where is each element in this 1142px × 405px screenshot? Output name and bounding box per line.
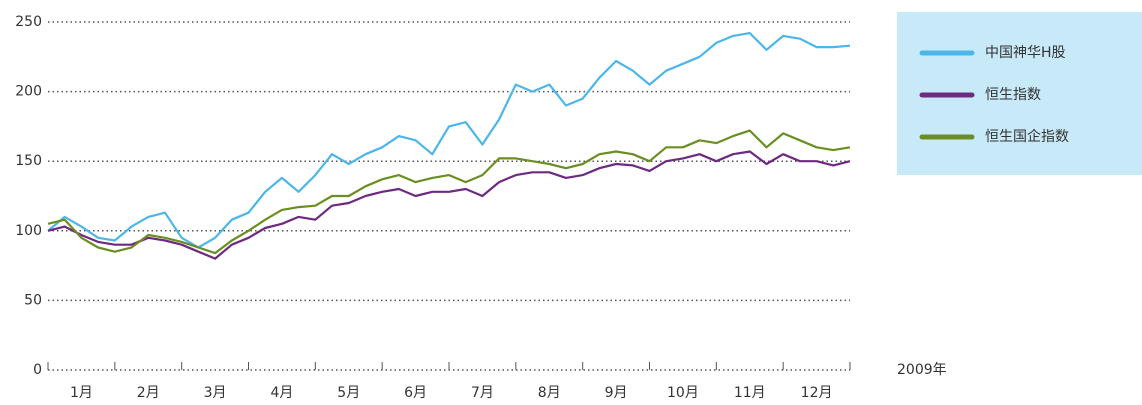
y-tick-label: 200 xyxy=(15,84,42,100)
x-tick-label: 12月 xyxy=(801,385,833,401)
x-axis-label: 2009年 xyxy=(897,362,947,378)
x-tick-label: 6月 xyxy=(404,385,427,401)
y-tick-label: 250 xyxy=(15,14,42,30)
legend-label: 恒生国企指数 xyxy=(985,128,1069,145)
x-tick-label: 7月 xyxy=(471,385,494,401)
x-tick-label: 11月 xyxy=(734,385,766,401)
legend-label: 中国神华H股 xyxy=(985,45,1066,61)
legend-label: 恒生指数 xyxy=(985,87,1041,103)
x-tick-label: 3月 xyxy=(204,385,227,401)
x-tick-label: 10月 xyxy=(667,385,699,401)
x-tick-label: 1月 xyxy=(70,385,93,401)
x-tick-label: 5月 xyxy=(337,385,360,401)
series-line xyxy=(47,129,851,255)
x-tick-label: 2月 xyxy=(137,385,160,401)
y-tick-label: 150 xyxy=(15,153,42,169)
x-tick-label: 8月 xyxy=(538,385,561,401)
y-tick-label: 100 xyxy=(15,223,42,239)
series-line xyxy=(47,32,851,249)
y-tick-label: 50 xyxy=(24,292,42,308)
x-tick-label: 9月 xyxy=(605,385,628,401)
y-tick-label: 0 xyxy=(33,362,42,378)
series-line xyxy=(47,150,851,260)
x-tick-label: 4月 xyxy=(270,385,293,401)
